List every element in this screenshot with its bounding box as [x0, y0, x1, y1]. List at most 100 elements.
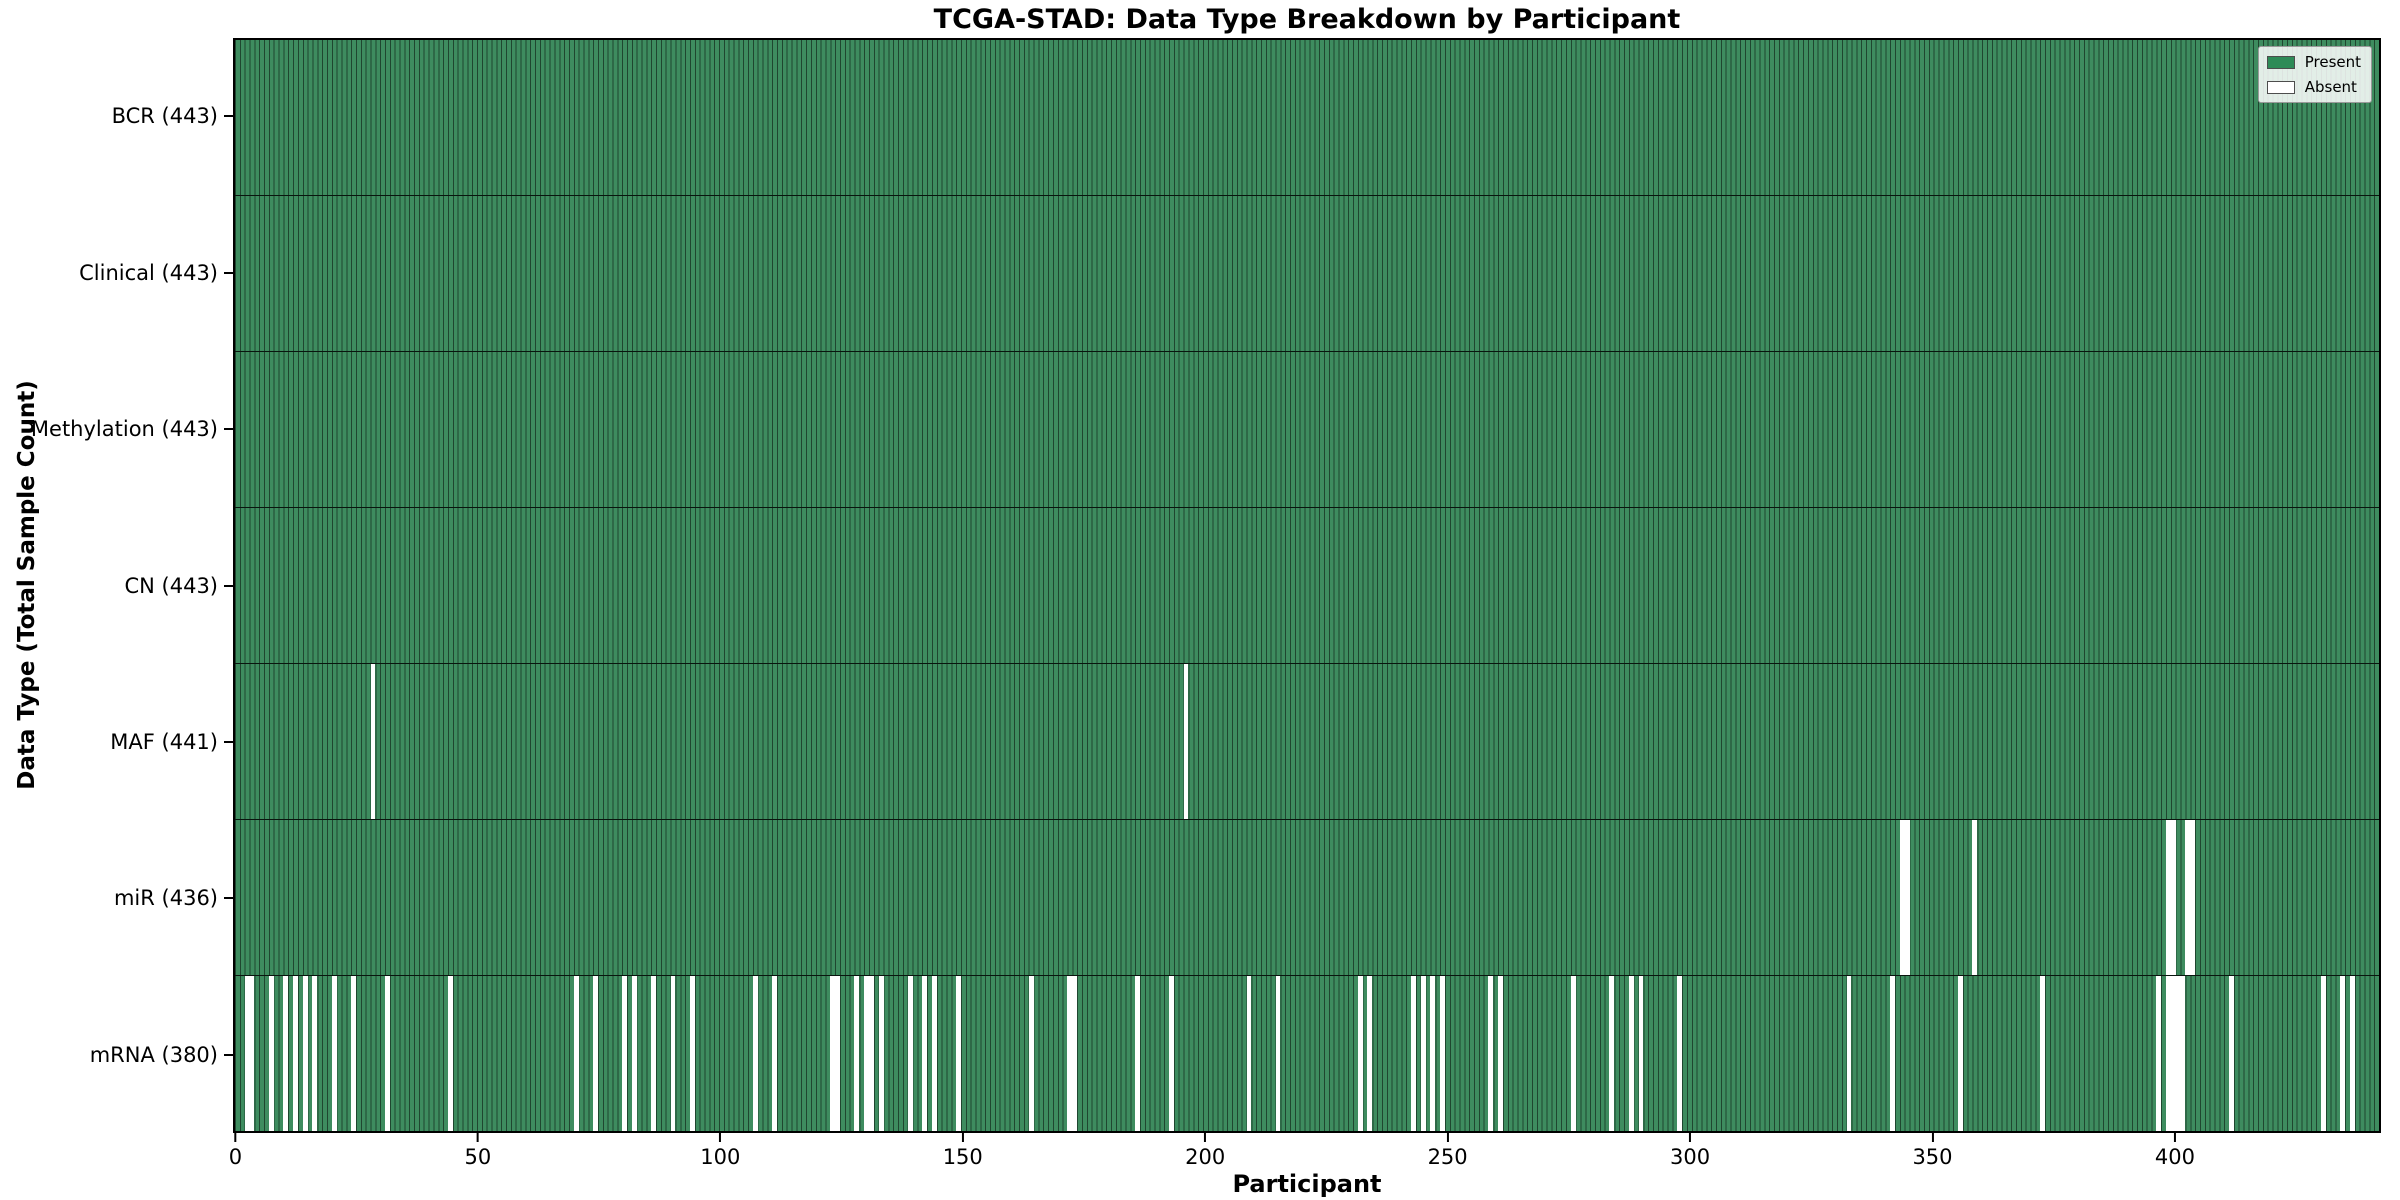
- x-tick-label: 250: [1427, 1145, 1468, 1169]
- y-tick-BCR: BCR (443): [112, 104, 233, 128]
- absent-cell: [752, 976, 758, 1131]
- x-tick-label: 100: [700, 1145, 741, 1169]
- legend-entry-absent: Absent: [2266, 78, 2361, 96]
- absent-cell: [351, 976, 356, 1131]
- absent-cell: [593, 976, 598, 1131]
- absent-cell: [670, 976, 676, 1131]
- absent-cell: [689, 976, 695, 1131]
- absent-cell: [622, 976, 627, 1131]
- x-tick-0: 0: [229, 1133, 242, 1169]
- y-tick-Clinical: Clinical (443): [79, 261, 233, 285]
- absent-cell: [2340, 976, 2346, 1131]
- absent-cell: [854, 976, 860, 1131]
- absent-cell: [370, 664, 376, 819]
- absent-cell: [2228, 976, 2234, 1131]
- y-tick-mark: [224, 428, 233, 431]
- x-tick-label: 0: [228, 1145, 243, 1169]
- y-tick-CN: CN (443): [124, 574, 233, 598]
- absent-cell: [631, 976, 637, 1131]
- absent-cell: [1367, 976, 1373, 1131]
- y-tick-mark: [224, 740, 233, 743]
- absent-cell: [907, 976, 913, 1131]
- x-tick-label: 300: [1670, 1145, 1711, 1169]
- absent-cell: [573, 976, 579, 1131]
- absent-cell: [312, 976, 318, 1131]
- y-tick-mark: [224, 271, 233, 274]
- x-tick-label: 200: [1185, 1145, 1226, 1169]
- absent-cell: [1488, 976, 1494, 1131]
- x-tick-mark: [2173, 1133, 2176, 1142]
- absent-cell: [249, 976, 255, 1131]
- y-tick-label: mRNA (380): [89, 1042, 218, 1067]
- absent-cell: [447, 976, 453, 1131]
- x-tick-mark: [719, 1133, 722, 1142]
- x-tick-200: 200: [1185, 1133, 1225, 1169]
- absent-cell: [835, 976, 840, 1131]
- x-tick-mark: [234, 1133, 237, 1142]
- y-tick-label: CN (443): [124, 573, 218, 598]
- absent-cell: [1957, 976, 1963, 1131]
- x-tick-mark: [961, 1133, 964, 1142]
- bar-edge-lines: [235, 352, 2379, 507]
- x-tick-mark: [476, 1133, 479, 1142]
- x-tick-150: 150: [943, 1133, 983, 1169]
- absent-cell: [1498, 976, 1503, 1131]
- legend: Present Absent: [2257, 46, 2372, 103]
- absent-cell: [331, 976, 337, 1131]
- x-axis-label: Participant: [1232, 1170, 1382, 1198]
- absent-cell: [1904, 820, 1910, 975]
- absent-cell: [2190, 820, 2196, 975]
- absent-cell: [922, 976, 928, 1131]
- absent-cell: [1072, 976, 1078, 1131]
- x-tick-label: 150: [942, 1145, 983, 1169]
- x-tick-mark: [1446, 1133, 1449, 1142]
- bar-edge-lines: [235, 196, 2379, 351]
- y-tick-label: BCR (443): [111, 104, 218, 129]
- absent-cell: [1275, 976, 1281, 1131]
- absent-cell: [1357, 976, 1363, 1131]
- y-tick-mark: [224, 1053, 233, 1056]
- absent-cell: [2349, 976, 2355, 1131]
- absent-cell: [293, 976, 298, 1131]
- absent-cell: [2170, 820, 2176, 975]
- y-tick-mark: [224, 897, 233, 900]
- y-tick-mRNA: mRNA (380): [90, 1043, 233, 1067]
- heatmap-row-Clinical: [235, 196, 2379, 352]
- x-tick-label: 50: [464, 1145, 492, 1169]
- y-tick-label: Methylation (443): [30, 417, 218, 442]
- absent-cell: [878, 976, 884, 1131]
- absent-cell: [2180, 976, 2186, 1131]
- x-tick-100: 100: [700, 1133, 740, 1169]
- heatmap-row-CN: [235, 508, 2379, 664]
- absent-cell: [1890, 976, 1895, 1131]
- heatmap-row-BCR: [235, 40, 2379, 196]
- absent-cell: [1135, 976, 1141, 1131]
- absent-cell: [1972, 820, 1978, 975]
- y-tick-label: MAF (441): [110, 729, 218, 754]
- y-axis-ticks: BCR (443) Clinical (443) Methylation (443)…: [0, 38, 233, 1133]
- absent-cell: [1430, 976, 1436, 1131]
- y-tick-MAF: MAF (441): [110, 730, 233, 754]
- y-tick-Methylation: Methylation (443): [31, 417, 233, 441]
- chart-title: TCGA-STAD: Data Type Breakdown by Partic…: [933, 4, 1681, 35]
- absent-cell: [1169, 976, 1174, 1131]
- bar-edge-lines: [235, 508, 2379, 663]
- x-tick-350: 350: [1912, 1133, 1953, 1169]
- x-tick-50: 50: [464, 1133, 491, 1169]
- legend-label-present: Present: [2304, 53, 2361, 71]
- bar-edge-lines: [235, 664, 2379, 819]
- absent-cell: [869, 976, 874, 1131]
- absent-cell: [1183, 664, 1189, 819]
- x-tick-mark: [1204, 1133, 1207, 1142]
- absent-cell: [2320, 976, 2326, 1131]
- x-tick-label: 350: [1912, 1145, 1953, 1169]
- x-tick-250: 250: [1428, 1133, 1468, 1169]
- plot-area: Present Absent: [233, 38, 2381, 1133]
- legend-entry-present: Present: [2266, 53, 2361, 71]
- absent-cell: [302, 976, 308, 1131]
- x-tick-label: 400: [2154, 1145, 2195, 1169]
- x-tick-300: 300: [1670, 1133, 1710, 1169]
- heatmap-row-mRNA: [235, 976, 2379, 1131]
- heatmap-row-MAF: [235, 664, 2379, 820]
